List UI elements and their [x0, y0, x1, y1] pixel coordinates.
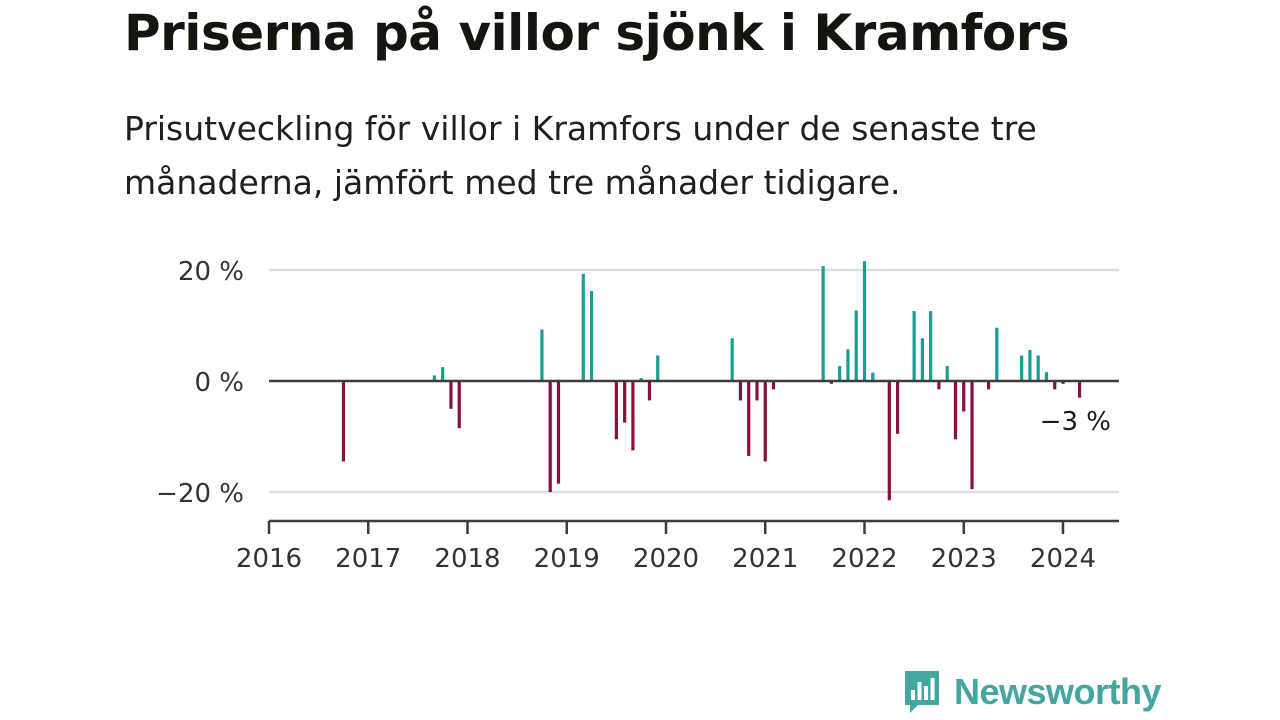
x-tick-label: 2018: [434, 544, 500, 574]
bar-2023-08: [1020, 355, 1024, 381]
bar-2024-01: [1061, 381, 1065, 384]
bar-2020-12: [755, 381, 759, 401]
x-tick-label: 2024: [1030, 544, 1096, 574]
bar-2021-10: [838, 366, 842, 381]
y-tick-label: −20 %: [156, 479, 244, 509]
bar-2021-09: [829, 381, 834, 384]
bar-2018-11: [548, 381, 552, 492]
bar-2019-08: [623, 381, 627, 423]
bar-2022-02: [871, 372, 875, 381]
x-tick-label: 2022: [831, 544, 897, 574]
bar-2020-10: [738, 381, 743, 401]
bar-2024-03: [1077, 381, 1082, 398]
y-tick-label: 0 %: [194, 368, 244, 398]
bar-2020-09: [730, 338, 734, 381]
last-value-annotation: −3 %: [1040, 407, 1111, 437]
bar-2018-10: [540, 329, 544, 381]
x-tick-label: 2020: [633, 544, 699, 574]
axes: [267, 379, 1119, 534]
bar-2021-08: [821, 266, 825, 381]
bar-2021-02: [771, 381, 776, 390]
bar-2021-01: [763, 381, 767, 462]
bars: [341, 261, 1082, 501]
bar-2019-12: [656, 355, 660, 381]
bar-2022-11: [945, 366, 949, 381]
bar-2022-09: [929, 311, 933, 381]
bar-2019-07: [614, 381, 618, 440]
bar-2023-02: [970, 381, 974, 490]
gridlines: [269, 268, 1119, 494]
labels: 20 % 0 % −20 % 2016 2017 2018 2019 2020 2021 2022…: [156, 257, 1111, 574]
chart-subtitle: Prisutveckling för villor i Kramfors und…: [124, 109, 1037, 202]
bar-2022-12: [953, 381, 958, 440]
brand-logo[interactable]: Newsworthy: [902, 668, 1162, 716]
bar-2018-12: [556, 381, 561, 484]
x-tick-label: 2017: [335, 544, 401, 574]
x-tick-label: 2023: [931, 544, 997, 574]
x-tick-label: 2021: [732, 544, 798, 574]
bar-2023-11: [1044, 372, 1049, 381]
bar-2023-04: [986, 381, 991, 390]
bar-2017-09: [432, 375, 437, 381]
chart-title: Priserna på villor sjönk i Kramfors: [124, 4, 1070, 62]
bar-2023-09: [1028, 349, 1032, 381]
bar-2021-11: [846, 349, 850, 381]
bar-2017-10: [441, 367, 445, 381]
bar-2019-09: [631, 381, 635, 451]
bar-2022-01: [862, 261, 867, 381]
bar-2022-04: [887, 381, 891, 501]
bar-2017-11: [449, 381, 453, 409]
bar-2023-10: [1036, 355, 1040, 381]
brand-name: Newsworthy: [954, 671, 1162, 712]
bar-2020-11: [747, 381, 751, 456]
bar-2019-11: [647, 381, 652, 401]
bar-2023-12: [1053, 381, 1057, 390]
bar-2019-03: [581, 273, 585, 381]
newsworthy-logo-icon: [905, 671, 939, 713]
bar-2017-12: [457, 381, 461, 429]
bar-2019-10: [639, 378, 643, 381]
x-tick-label: 2019: [534, 544, 600, 574]
bar-2022-05: [895, 381, 900, 434]
bar-2021-12: [854, 310, 858, 381]
bar-2022-08: [920, 338, 924, 381]
y-tick-label: 20 %: [178, 257, 244, 287]
bar-2023-05: [995, 327, 999, 381]
bar-2022-10: [937, 381, 941, 390]
bar-2016-10: [341, 381, 346, 462]
x-tick-label: 2016: [236, 544, 302, 574]
bar-2019-04: [589, 291, 594, 381]
bar-2022-07: [912, 311, 916, 381]
bar-2023-01: [962, 381, 966, 412]
